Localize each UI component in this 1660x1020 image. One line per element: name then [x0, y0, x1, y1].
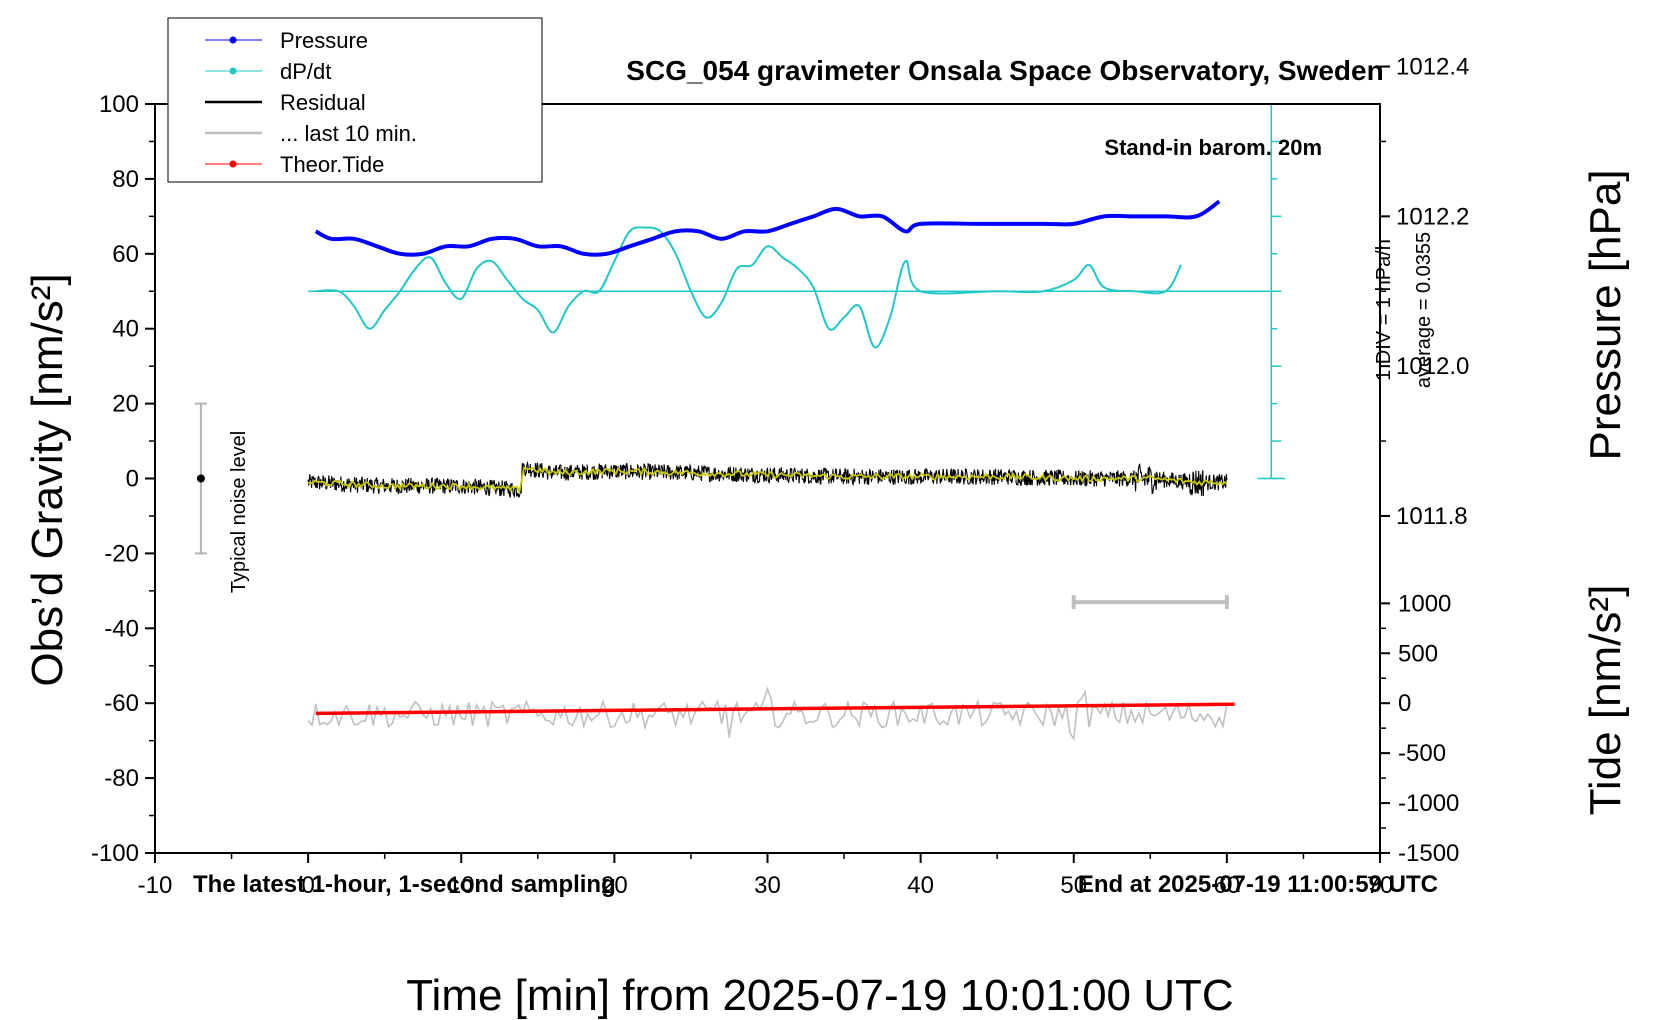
- legend-marker: [229, 160, 237, 168]
- pressure-tick-label: 1011.8: [1396, 503, 1468, 530]
- legend-box: [167, 17, 543, 183]
- tide-tick-label: -1500: [1398, 840, 1459, 867]
- plot-series-group: [194, 103, 1286, 742]
- pressure-tick-label: 1012.0: [1396, 353, 1469, 380]
- x-tick-label: 60: [1214, 872, 1241, 899]
- y-tick-label: -40: [104, 615, 139, 642]
- y-tick-label: 80: [112, 166, 139, 193]
- y-tick-label: 40: [112, 316, 139, 343]
- average-note: average = 0.0355: [1413, 232, 1435, 388]
- axes-group: -10 0 10 20 30 40 50 60 70-100-80-60-40-20020406…: [91, 54, 1469, 899]
- y-tick-label: 100: [99, 91, 139, 118]
- legend-marker: [229, 67, 237, 75]
- legend-label: Residual: [280, 90, 366, 115]
- tide-tick-label: 1000: [1398, 590, 1451, 617]
- pressure-tick-label: 1012.2: [1396, 203, 1469, 230]
- x-tick-label: 30: [754, 872, 781, 899]
- x-tick-label: 70: [1367, 872, 1394, 899]
- chart-title: SCG_054 gravimeter Onsala Space Observat…: [626, 55, 1383, 86]
- y-tick-label: -100: [91, 840, 139, 867]
- tide-tick-label: -500: [1398, 740, 1446, 767]
- legend: Pressure dP/dt Residual ... last 10 min. The…: [167, 17, 543, 183]
- legend-marker: [229, 36, 237, 44]
- stand-in-note: Stand-in barom. 20m: [1104, 135, 1322, 160]
- x-tick-label: -10: [138, 872, 173, 899]
- y-tick-label: 0: [126, 466, 139, 493]
- y-tick-label: 60: [112, 241, 139, 268]
- noise-level-note: Typical noise level: [228, 431, 250, 593]
- y-axis-label-left: Obs’d Gravity [nm/s²]: [23, 273, 72, 686]
- tide-tick-label: 500: [1398, 640, 1438, 667]
- pressure-tick-label: 1012.4: [1396, 54, 1469, 81]
- x-axis-label: Time [min] from 2025-07-19 10:01:00 UTC: [406, 971, 1233, 1020]
- last-10min-trace: [307, 686, 1228, 742]
- tide-tick-label: -1000: [1398, 790, 1459, 817]
- dpdt-series-line: [315, 226, 1182, 349]
- x-tick-label: 0: [301, 872, 314, 899]
- theor-tide-line: [315, 702, 1235, 716]
- y-tick-label: 20: [112, 391, 139, 418]
- y-tick-label: -20: [104, 540, 139, 567]
- x-tick-label: 10: [448, 872, 475, 899]
- tide-tick-label: 0: [1398, 690, 1411, 717]
- x-tick-label: 40: [907, 872, 934, 899]
- legend-label: Theor.Tide: [280, 152, 384, 177]
- legend-label: dP/dt: [280, 59, 331, 84]
- x-tick-label: 50: [1060, 872, 1087, 899]
- legend-label: ... last 10 min.: [280, 121, 417, 146]
- y-tick-label: -80: [104, 765, 139, 792]
- noise-level-dot: [196, 474, 205, 483]
- legend-label: Pressure: [280, 28, 368, 53]
- div-scale-note: 1 DIV = 1 hPa/h: [1373, 239, 1395, 381]
- residual-smoothed-line: [307, 466, 1228, 496]
- end-time-note: End at 2025-07-19 11:00:59 UTC: [1078, 871, 1438, 898]
- y-tick-label: -60: [104, 690, 139, 717]
- y-axis-label-pressure: Pressure [hPa]: [1581, 169, 1630, 460]
- x-tick-label: 20: [601, 872, 628, 899]
- pressure-series-line: [314, 199, 1221, 257]
- latest-sampling-note: The latest 1-hour, 1-second sampling: [193, 871, 616, 898]
- y-axis-label-tide: Tide [nm/s²]: [1581, 585, 1630, 816]
